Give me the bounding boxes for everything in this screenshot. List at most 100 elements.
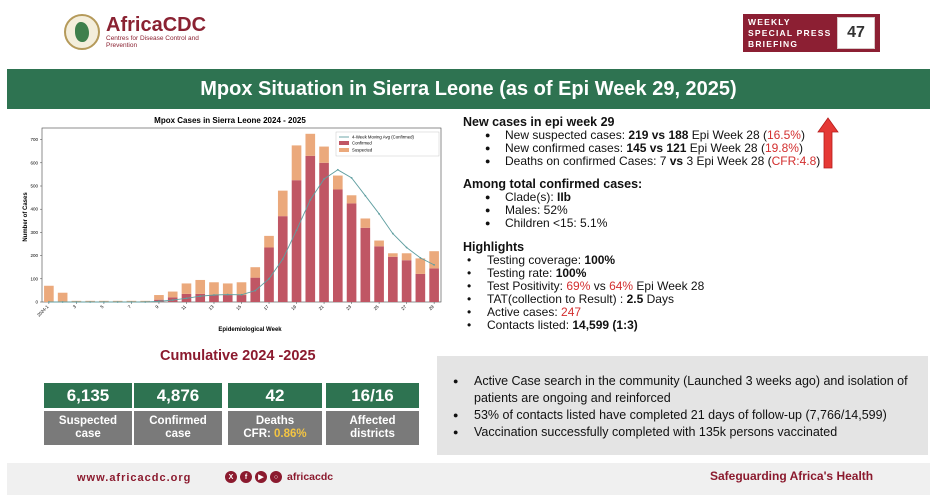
testing-rate-item: Testing rate: 100%: [467, 267, 843, 281]
moving-average-point: [226, 293, 229, 296]
moving-average-point: [89, 301, 92, 303]
y-tick-label: 200: [30, 253, 38, 258]
x-tick-label: 13: [208, 304, 215, 311]
x-tick-label: 5: [99, 304, 105, 310]
bar-confirmed: [319, 162, 329, 302]
moving-average-point: [158, 300, 160, 303]
moving-average-point: [336, 168, 339, 171]
chart-legend: [335, 131, 440, 157]
bar-suspected: [181, 283, 192, 294]
bar-confirmed: [415, 273, 426, 302]
legend-label-confirmed: Confirmed: [352, 141, 372, 146]
confirmed-case-value: 4,876: [134, 383, 222, 408]
bar-confirmed: [360, 227, 371, 302]
x-tick-label: 21: [318, 304, 325, 311]
chart-y-axis-label: Number of Cases: [23, 192, 29, 242]
moving-average-point: [309, 199, 312, 201]
moving-average-point: [419, 257, 422, 259]
bar-suspected: [250, 267, 261, 278]
mpox-cases-chart: Mpox Cases in Sierra Leone 2024 - 2025 N…: [23, 116, 442, 333]
moving-average-point: [75, 301, 78, 303]
logo-name: AfricaCDC: [106, 14, 207, 36]
bar-confirmed: [264, 247, 274, 302]
response-item: Active Case search in the community (Lau…: [449, 373, 913, 407]
males-item: Males: 52%: [485, 204, 843, 218]
x-tick-label: 27: [400, 304, 407, 311]
x-tick-label: 29: [428, 304, 435, 311]
bar-suspected: [305, 133, 316, 156]
epi-week-summary: New cases in epi week 29 New suspected c…: [463, 115, 843, 333]
chart-title: Mpox Cases in Sierra Leone 2024 - 2025: [154, 116, 306, 125]
moving-average-point: [47, 301, 50, 303]
bar-suspected: [236, 282, 247, 296]
new-cases-item: New suspected cases: 219 vs 188 Epi Week…: [485, 129, 843, 143]
new-cases-title: New cases in epi week 29: [463, 115, 615, 129]
moving-average-point: [240, 293, 243, 296]
legend-swatch-suspected: [339, 148, 349, 152]
moving-average-point: [405, 246, 408, 249]
confirmed-case-label: Confirmed case: [134, 411, 222, 445]
moving-average-point: [364, 194, 367, 197]
moving-average-point: [130, 301, 133, 303]
footer: www.africacdc.org X f ▶ ○ africacdc Safe…: [7, 463, 930, 495]
deaths-card: 42 Deaths CFR: 0.86%: [228, 383, 322, 445]
response-item: Vaccination successfully completed with …: [449, 424, 913, 441]
bar-suspected: [401, 253, 412, 261]
africacdc-logo: AfricaCDC Centres for Disease Control an…: [64, 14, 216, 50]
active-cases-item: Active cases: 247: [467, 306, 843, 320]
up-arrow-icon: [817, 117, 839, 169]
facebook-icon[interactable]: f: [240, 471, 252, 483]
bar-suspected: [154, 295, 164, 300]
y-tick-label: 500: [30, 184, 38, 189]
y-tick-label: 100: [30, 276, 38, 281]
moving-average-point: [144, 301, 147, 303]
moving-average-point: [116, 301, 119, 303]
cumulative-title: Cumulative 2024 -2025: [160, 348, 316, 364]
bar-suspected: [332, 175, 343, 190]
bar-suspected: [319, 146, 329, 163]
x-tick-label: 23: [345, 304, 352, 311]
highlights-list: Testing coverage: 100% Testing rate: 100…: [463, 254, 843, 333]
x-tick-label: 7: [127, 304, 133, 310]
y-tick-label: 600: [30, 160, 38, 165]
bar-confirmed: [374, 246, 384, 302]
bar-suspected: [346, 195, 357, 204]
new-cases-item: New confirmed cases: 145 vs 121 Epi Week…: [485, 142, 843, 156]
press-briefing-badge: WEEKLY SPECIAL PRESS BRIEFING 47: [743, 14, 880, 52]
social-handle: africacdc: [287, 471, 334, 483]
confirmed-case-card: 4,876 Confirmed case: [134, 383, 222, 445]
y-tick-label: 0: [35, 300, 38, 305]
response-actions-list: Active Case search in the community (Lau…: [449, 373, 913, 441]
moving-average-point: [213, 294, 215, 296]
bar-confirmed: [388, 256, 398, 302]
x-tick-label: 9: [154, 304, 160, 310]
bar-suspected: [415, 258, 426, 274]
new-cases-item: Deaths on confirmed Cases: 7 vs 3 Epi We…: [485, 155, 843, 169]
youtube-icon[interactable]: ▶: [255, 471, 267, 483]
moving-average-point: [433, 263, 436, 266]
testing-coverage-item: Testing coverage: 100%: [467, 254, 843, 268]
moving-average-point: [268, 277, 270, 280]
bar-confirmed: [346, 203, 357, 302]
response-item: 53% of contacts listed have completed 21…: [449, 407, 913, 424]
press-briefing-number: 47: [837, 17, 875, 49]
africa-map-icon: [64, 14, 100, 50]
moving-average-point: [61, 301, 64, 303]
bar-confirmed: [401, 260, 412, 302]
suspected-case-card: 6,135 Suspected case: [44, 383, 132, 445]
website-link[interactable]: www.africacdc.org: [77, 472, 192, 484]
x-tick-label: 3: [72, 304, 78, 310]
bar-confirmed: [305, 155, 316, 302]
y-tick-label: 300: [30, 230, 38, 235]
press-briefing-label: WEEKLY SPECIAL PRESS BRIEFING: [748, 16, 832, 49]
x-tick-label: 17: [263, 304, 270, 311]
y-tick-label: 700: [30, 137, 38, 142]
bar-confirmed: [236, 295, 247, 302]
moving-average-point: [254, 289, 257, 292]
bar-suspected: [209, 282, 219, 296]
instagram-icon[interactable]: ○: [270, 471, 282, 483]
affected-districts-label: Affected districts: [326, 411, 419, 445]
x-twitter-icon[interactable]: X: [225, 471, 237, 483]
social-links: X f ▶ ○ africacdc: [225, 471, 333, 483]
legend-label-moving-average: 4-Week Moving Avg (Confirmed): [352, 135, 415, 140]
